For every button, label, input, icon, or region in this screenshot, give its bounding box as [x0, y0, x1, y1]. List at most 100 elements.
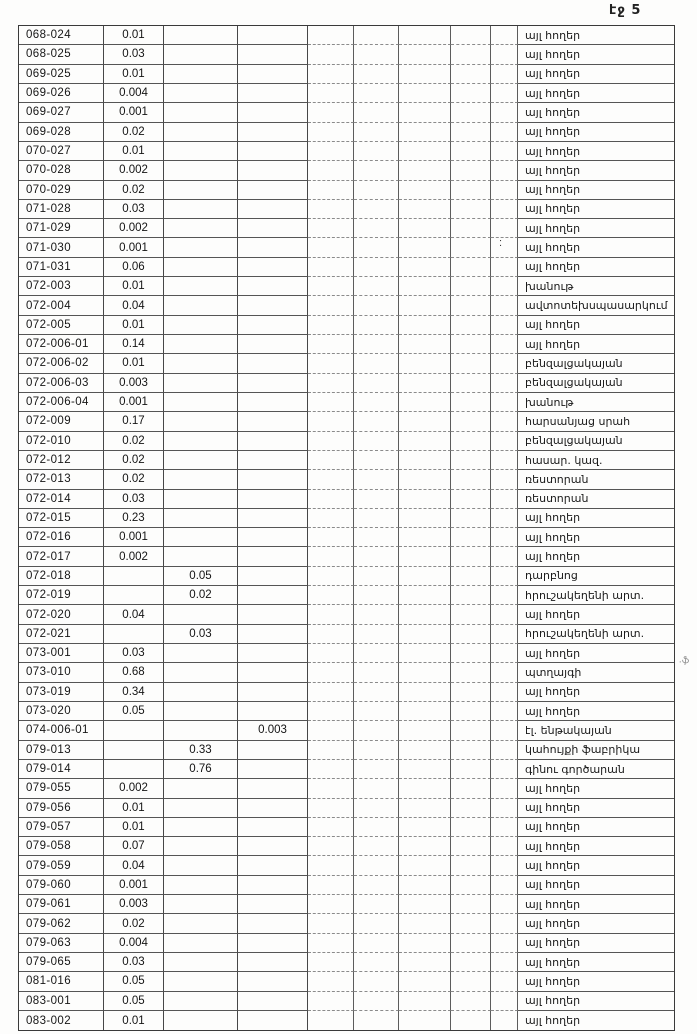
land-use-cell: այլ հողեր [525, 1014, 581, 1028]
empty-cell [451, 26, 491, 46]
empty-cell [491, 315, 518, 335]
table-row: 072-006-03 0.003 բենզալցակայան [19, 373, 674, 393]
area-col1-cell: 0.002 [104, 779, 164, 799]
area-col3-cell [238, 837, 308, 857]
empty-cell [308, 392, 354, 413]
area-col1-cell [104, 566, 164, 587]
empty-cell [399, 682, 451, 702]
empty-cell [308, 257, 354, 278]
land-use-cell: այլ հողեր [518, 335, 674, 355]
empty-cell [308, 933, 354, 953]
empty-cell [399, 257, 451, 278]
empty-cell [491, 798, 518, 818]
empty-cell [399, 663, 451, 683]
parcel-code-cell: 072-015 [19, 508, 104, 529]
area-col2-cell [164, 83, 238, 104]
empty-cell [308, 875, 354, 896]
empty-cell [354, 103, 399, 123]
empty-cell [308, 180, 354, 200]
parcel-code-cell: 070-029 [19, 180, 104, 200]
area-col2-cell [164, 354, 238, 374]
table-row: 079-062 0.02 այլ հողեր [19, 914, 674, 934]
empty-cell [308, 740, 354, 760]
empty-cell [451, 354, 491, 374]
land-use-cell: այլ հողեր [518, 683, 674, 702]
empty-cell [491, 161, 518, 181]
area-col3-cell [238, 412, 308, 432]
area-col2-cell: 0.03 [164, 624, 238, 644]
land-use-cell: խանութ [518, 277, 674, 297]
empty-cell [354, 219, 399, 239]
empty-cell [491, 296, 518, 316]
table-row: 072-013 0.02 ռեստորան [19, 470, 674, 490]
empty-cell [451, 83, 491, 104]
area-col2-cell [164, 431, 238, 451]
area-col3-cell [238, 972, 308, 992]
area-col1-cell: 0.05 [104, 701, 164, 722]
empty-cell [491, 817, 518, 838]
land-use-cell: այլ հողեր [518, 316, 674, 335]
empty-cell [491, 991, 518, 1011]
table-row: 071-031 0.06 այլ հողեր [19, 257, 674, 278]
empty-cell [491, 354, 518, 374]
land-use-cell: դարբնոց [518, 567, 674, 587]
page-number-label: էջ 5 [609, 3, 642, 18]
table-row: 079-059 0.04 այլ հողեր [19, 856, 674, 876]
empty-cell [491, 470, 518, 490]
area-col3-cell [238, 180, 308, 200]
land-use-cell: հարսանյաց սրահ [518, 412, 674, 432]
empty-cell [491, 721, 518, 741]
empty-cell [354, 856, 399, 876]
table-row: 079-056 0.01 այլ հողեր [19, 798, 674, 818]
empty-cell [399, 798, 451, 818]
area-col2-cell [164, 837, 238, 857]
area-col1-cell: 0.002 [104, 219, 164, 239]
area-col1-cell: 0.04 [104, 296, 164, 316]
parcel-code-cell: 072-017 [19, 547, 104, 567]
parcel-code-cell: 069-028 [19, 122, 104, 142]
empty-cell [354, 605, 399, 625]
land-use-cell: խանութ [518, 393, 674, 413]
area-col2-cell [164, 141, 238, 162]
empty-cell [451, 817, 491, 838]
area-col2-cell [164, 489, 238, 509]
empty-cell [399, 45, 451, 65]
parcel-code-cell: 072-006-02 [19, 354, 104, 374]
parcel-table: 068-024 0.01 այլ հողեր 068-025 0.03 այլ … [18, 25, 675, 1031]
area-col2-cell [164, 219, 238, 239]
land-use-cell: այլ հողեր [518, 509, 674, 529]
area-col1-cell: 0.001 [104, 875, 164, 896]
empty-cell [308, 219, 354, 239]
area-col1-cell [104, 740, 164, 760]
area-col3-cell [238, 856, 308, 876]
parcel-code-cell: 071-031 [19, 257, 104, 278]
land-use-cell: այլ հողեր [518, 238, 674, 258]
empty-cell [354, 470, 399, 490]
empty-cell [451, 586, 491, 606]
parcel-code-cell: 079-056 [19, 798, 104, 818]
table-row: 079-013 0.33 կահույքի ֆաբրիկա [19, 740, 674, 760]
land-use-cell: գինու գործարան [518, 760, 674, 780]
parcel-code-cell: 079-014 [19, 759, 104, 780]
empty-cell [451, 161, 491, 181]
area-col2-cell [164, 315, 238, 335]
empty-cell [491, 141, 518, 162]
empty-cell [491, 875, 518, 896]
table-row: 072-010 0.02 բենզալցակայան [19, 431, 674, 451]
empty-cell [308, 759, 354, 780]
area-col1-cell [104, 721, 164, 741]
area-col3-cell [238, 296, 308, 316]
table-row: 072-017 0.002 այլ հողեր [19, 547, 674, 567]
land-use-cell: ռեստորան [518, 490, 674, 509]
area-col1-cell: 0.01 [104, 26, 164, 46]
area-col2-cell [164, 953, 238, 973]
empty-cell [399, 161, 451, 181]
empty-cell [491, 547, 518, 567]
empty-cell [308, 721, 354, 741]
area-col3-cell [238, 1010, 308, 1031]
land-use-cell: հրուշակեղենի արտ. [518, 625, 674, 644]
empty-cell [399, 837, 451, 857]
empty-cell [308, 315, 354, 335]
empty-cell [491, 914, 518, 934]
empty-cell [354, 721, 399, 741]
